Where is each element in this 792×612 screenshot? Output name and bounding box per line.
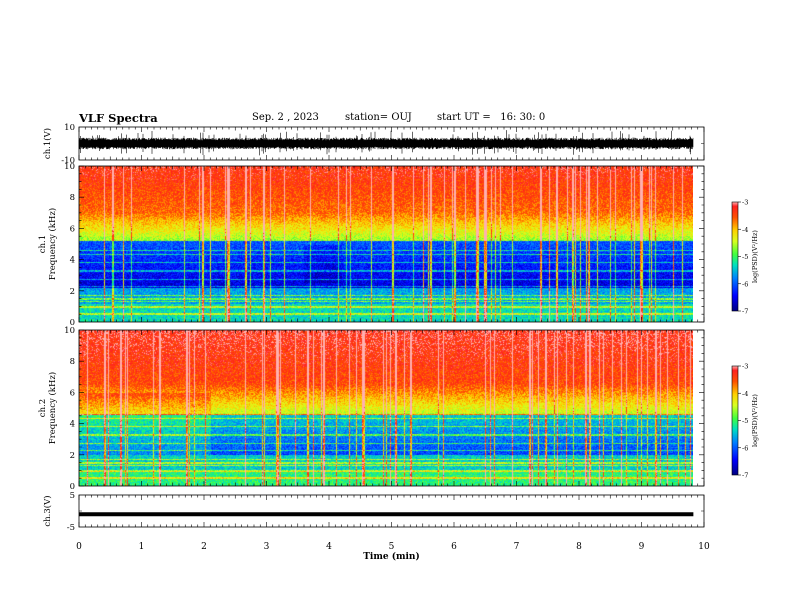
ch2-spectrogram-ylabel: ch.2 xyxy=(38,399,48,417)
ch1-spectrogram-ytick-label: 8 xyxy=(70,193,75,203)
ch1-spectrogram-y-ticks xyxy=(79,165,704,323)
panel-x-ticks-1 xyxy=(78,127,705,160)
panel-x-ticks-4 xyxy=(78,495,705,527)
colorbar-label: log(PSD)(V²/Hz) xyxy=(751,394,759,447)
x-axis-label: Time (min) xyxy=(363,551,420,562)
x-tick-label: 1 xyxy=(139,542,145,552)
x-tick-label: 8 xyxy=(576,542,582,552)
ch1-spectrogram-ytick-label: 0 xyxy=(70,318,75,328)
x-tick-label: 6 xyxy=(451,542,457,552)
ch3-waveform-ytick-label: -5 xyxy=(67,523,75,533)
colorbar-2 xyxy=(731,365,739,476)
colorbar-tick-label: -3 xyxy=(742,199,748,207)
x-tick-label: 10 xyxy=(698,542,710,552)
colorbar-tick-label: -5 xyxy=(742,417,748,425)
x-tick-label: 0 xyxy=(76,542,82,552)
x-tick-label: 9 xyxy=(639,542,645,552)
ch1-waveform-ytick-label: -10 xyxy=(61,156,75,166)
ch1-spectrogram-ytick-label: 4 xyxy=(70,256,75,266)
ch2-spectrogram-ytick-label: 4 xyxy=(70,420,75,430)
chart-title: VLF Spectra xyxy=(79,111,158,125)
ch1-spectrogram-ytick-label: 2 xyxy=(70,287,75,297)
colorbar-tick-label: -7 xyxy=(742,472,748,480)
ch2-spectrogram-ytick-label: 8 xyxy=(70,357,75,367)
ch1-spectrogram-ylabel: Frequency (kHz) xyxy=(47,208,58,280)
colorbar-tick-label: -6 xyxy=(742,280,748,288)
x-tick-label: 2 xyxy=(201,542,207,552)
ch3-waveform-ytick-label: 5 xyxy=(70,491,75,501)
panel-x-ticks-3 xyxy=(78,330,705,486)
colorbar-label: log(PSD)(V²/Hz) xyxy=(751,230,759,283)
colorbar-tick-label: -5 xyxy=(742,253,748,261)
ch2-spectrogram-image xyxy=(79,330,693,486)
ch2-spectrogram-ytick-label: 10 xyxy=(64,326,75,336)
colorbar-tick-label: -4 xyxy=(742,390,748,398)
x-tick-label: 7 xyxy=(514,542,520,552)
ch2-spectrogram-ytick-label: 6 xyxy=(70,388,75,398)
panel-x-ticks-2 xyxy=(78,166,705,322)
colorbar-1 xyxy=(731,201,739,312)
ch1-waveform-trace xyxy=(78,130,694,156)
ch3-waveform-ylabel: ch.3(V) xyxy=(42,495,53,526)
ch2-spectrogram-y-ticks xyxy=(79,329,704,487)
ch1-spectrogram-ytick-label: 10 xyxy=(64,162,75,172)
ch2-spectrogram-ytick-label: 0 xyxy=(70,482,75,492)
ch2-spectrogram-ytick-label: 2 xyxy=(70,451,75,461)
x-tick-label: 5 xyxy=(389,542,395,552)
colorbar-tick-label: -4 xyxy=(742,226,748,234)
colorbar-tick-label: -7 xyxy=(742,308,748,316)
ch1-spectrogram-ytick-label: 6 xyxy=(70,224,75,234)
ch1-waveform-ylabel: ch.1(V) xyxy=(42,128,53,159)
chart-date: Sep. 2 , 2023 xyxy=(252,112,319,123)
colorbar-tick-label: -3 xyxy=(742,363,748,371)
colorbar-tick-label: -6 xyxy=(742,444,748,452)
station-label: station= OUJ xyxy=(345,112,412,123)
ch1-spectrogram-image xyxy=(79,166,693,322)
x-tick-label: 4 xyxy=(326,542,332,552)
ch1-spectrogram-ylabel: ch.1 xyxy=(38,235,48,253)
start-time-label: start UT = 16: 30: 0 xyxy=(437,112,546,123)
ch1-waveform-ytick-label: 10 xyxy=(64,123,75,133)
ch2-spectrogram-ylabel: Frequency (kHz) xyxy=(47,372,58,444)
x-tick-label: 3 xyxy=(264,542,270,552)
